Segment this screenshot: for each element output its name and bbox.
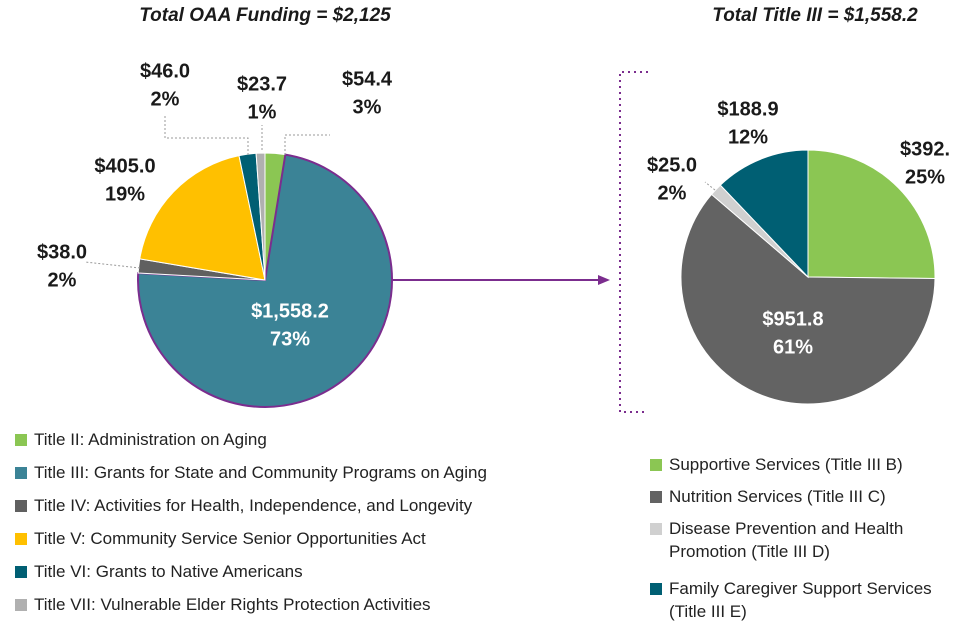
legend-text: Title VI: Grants to Native Americans	[34, 562, 303, 581]
percent-label: 25%	[905, 166, 945, 188]
legend-text: Title II: Administration on Aging	[34, 430, 267, 449]
legend-swatch	[15, 599, 27, 611]
pie-slice	[719, 149, 809, 279]
legend-text: Disease Prevention and Health Promotion …	[669, 519, 904, 561]
leader-line	[704, 181, 716, 191]
pie-slice	[137, 153, 393, 408]
percent-label: 3%	[353, 96, 382, 118]
legend-text: Title VII: Vulnerable Elder Rights Prote…	[34, 595, 431, 614]
value-label: $54.4	[342, 68, 393, 90]
value-label: $188.9	[717, 98, 778, 120]
legend-text: Title V: Community Service Senior Opport…	[34, 529, 426, 548]
arrow-head	[598, 275, 610, 285]
value-label: $405.0	[94, 155, 155, 177]
legend-swatch	[650, 459, 662, 471]
legend-item: Title V: Community Service Senior Opport…	[15, 527, 615, 550]
legend-item: Supportive Services (Title III B)	[650, 453, 950, 476]
legend-text: Title III: Grants for State and Communit…	[34, 463, 487, 482]
percent-label: 73%	[270, 328, 310, 350]
legend-item: Title III: Grants for State and Communit…	[15, 461, 615, 484]
chart-title: Total Title III = $1,558.2	[712, 5, 918, 26]
legend-swatch	[650, 583, 662, 595]
percent-label: 2%	[658, 182, 687, 204]
legend-item: Title VI: Grants to Native Americans	[15, 560, 615, 583]
value-label: $951.8	[762, 308, 823, 330]
legend-item: Nutrition Services (Title III C)	[650, 485, 950, 508]
value-label: $46.0	[140, 60, 190, 82]
leader-line	[284, 134, 330, 155]
legend-swatch	[650, 491, 662, 503]
value-label: $392.	[900, 138, 950, 160]
percent-label: 12%	[728, 126, 768, 148]
legend-item: Family Caregiver Support Services (Title…	[650, 577, 950, 623]
legend-swatch	[650, 523, 662, 535]
legend-swatch	[15, 533, 27, 545]
legend-item: Title II: Administration on Aging	[15, 428, 615, 451]
percent-label: 1%	[248, 101, 277, 123]
legend-text: Family Caregiver Support Services (Title…	[669, 579, 932, 621]
bracket	[619, 71, 648, 413]
legend-swatch	[15, 566, 27, 578]
leader-line	[164, 115, 249, 155]
legend-text: Title IV: Activities for Health, Indepen…	[34, 496, 473, 515]
legend-item: Disease Prevention and Health Promotion …	[650, 517, 950, 563]
value-label: $1,558.2	[251, 300, 329, 322]
legend-text: Supportive Services (Title III B)	[669, 455, 903, 474]
legend-swatch	[15, 467, 27, 479]
legend-swatch	[15, 434, 27, 446]
pie-slice	[680, 193, 936, 405]
percent-label: 2%	[48, 269, 77, 291]
percent-label: 61%	[773, 336, 813, 358]
legend-item: Title IV: Activities for Health, Indepen…	[15, 494, 615, 517]
value-label: $23.7	[237, 73, 287, 95]
pie-slice	[139, 155, 266, 281]
chart-title: Total OAA Funding = $2,125	[139, 5, 391, 26]
value-label: $25.0	[647, 154, 697, 176]
pie-slice	[255, 152, 266, 281]
percent-label: 2%	[151, 88, 180, 110]
legend-swatch	[15, 500, 27, 512]
legend-item: Title VII: Vulnerable Elder Rights Prote…	[15, 593, 615, 616]
leader-line	[84, 261, 141, 269]
legend-text: Nutrition Services (Title III C)	[669, 487, 886, 506]
value-label: $38.0	[37, 241, 87, 263]
percent-label: 19%	[105, 183, 145, 205]
pie-slice	[807, 149, 936, 280]
